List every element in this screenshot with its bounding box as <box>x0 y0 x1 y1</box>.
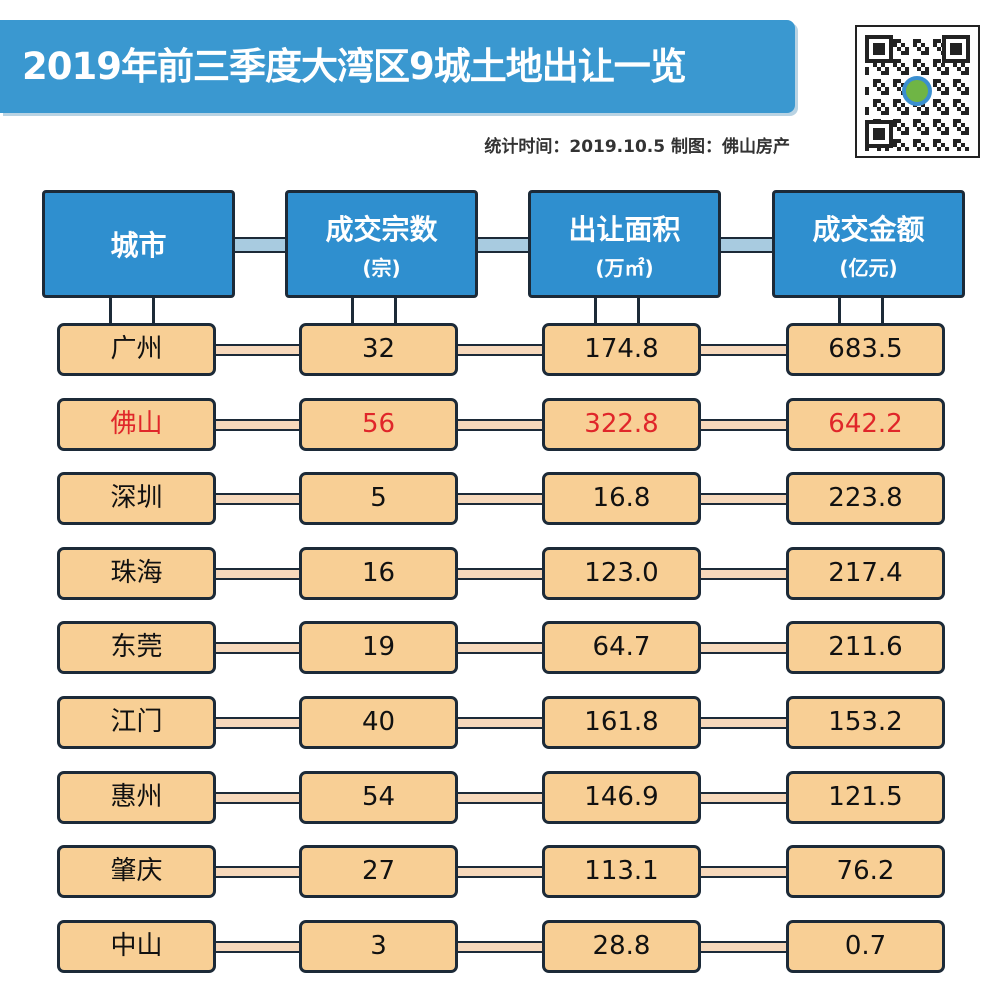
value-cell: 54 <box>299 770 458 824</box>
header-stem <box>881 298 884 323</box>
header-stem <box>838 298 841 323</box>
city-cell: 东莞 <box>57 621 216 675</box>
row-connector <box>458 642 542 655</box>
header-connector <box>478 237 528 253</box>
column-header-unit: (宗) <box>362 255 401 280</box>
row-connector <box>458 791 542 804</box>
row-connector <box>458 344 542 356</box>
city-cell: 肇庆 <box>57 845 216 899</box>
column-header-label: 成交金额 <box>812 212 925 246</box>
value-cell: 153.2 <box>786 696 945 749</box>
row-connector <box>216 866 299 879</box>
header-stem <box>109 298 112 323</box>
column-header: 成交金额 (亿元) <box>772 190 965 298</box>
column-header: 成交宗数 (宗) <box>285 190 478 298</box>
city-cell: 深圳 <box>57 472 216 526</box>
value-cell: 211.6 <box>786 621 945 675</box>
value-cell: 16.8 <box>542 472 701 526</box>
row-connector <box>216 493 299 506</box>
row-connector <box>216 567 299 580</box>
value-cell: 56 <box>299 397 458 451</box>
row-connector <box>216 940 299 953</box>
page-title: 2019年前三季度大湾区9城土地出让一览 <box>22 45 687 88</box>
city-cell: 广州 <box>57 323 216 376</box>
row-connector <box>458 567 542 580</box>
value-cell: 28.8 <box>542 919 701 973</box>
row-connector <box>701 642 786 655</box>
row-connector <box>701 791 786 804</box>
value-cell: 32 <box>299 323 458 376</box>
value-cell: 76.2 <box>786 845 945 899</box>
row-connector <box>216 791 299 804</box>
row-connector <box>701 866 786 879</box>
row-connector <box>458 866 542 879</box>
title-bar: 2019年前三季度大湾区9城土地出让一览 <box>0 20 795 113</box>
row-connector <box>216 418 299 431</box>
column-header: 出让面积 (万㎡) <box>528 190 721 298</box>
header-stem <box>351 298 354 323</box>
value-cell: 161.8 <box>542 696 701 749</box>
qr-code-icon <box>855 25 980 158</box>
value-cell: 27 <box>299 845 458 899</box>
value-cell: 123.0 <box>542 546 701 600</box>
value-cell: 642.2 <box>786 397 945 451</box>
row-connector <box>701 493 786 506</box>
column-header: 城市 <box>42 190 235 298</box>
value-cell: 19 <box>299 621 458 675</box>
header-connector <box>721 237 772 253</box>
subtitle: 统计时间：2019.10.5 制图：佛山房产 <box>484 137 790 157</box>
column-header-unit: (万㎡) <box>595 255 654 280</box>
value-cell: 174.8 <box>542 323 701 376</box>
value-cell: 5 <box>299 472 458 526</box>
value-cell: 121.5 <box>786 770 945 824</box>
city-cell: 珠海 <box>57 546 216 600</box>
value-cell: 322.8 <box>542 397 701 451</box>
row-connector <box>216 642 299 655</box>
value-cell: 113.1 <box>542 845 701 899</box>
value-cell: 40 <box>299 696 458 749</box>
city-cell: 惠州 <box>57 770 216 824</box>
city-cell: 中山 <box>57 919 216 973</box>
row-connector <box>701 567 786 580</box>
row-connector <box>701 717 786 729</box>
header-stem <box>637 298 640 323</box>
header-stem <box>594 298 597 323</box>
value-cell: 146.9 <box>542 770 701 824</box>
city-cell: 江门 <box>57 696 216 749</box>
row-connector <box>701 418 786 431</box>
row-connector <box>701 940 786 953</box>
row-connector <box>216 717 299 729</box>
column-header-label: 出让面积 <box>568 212 681 246</box>
value-cell: 223.8 <box>786 472 945 526</box>
header-stem <box>152 298 155 323</box>
value-cell: 683.5 <box>786 323 945 376</box>
value-cell: 0.7 <box>786 919 945 973</box>
row-connector <box>458 717 542 729</box>
row-connector <box>458 418 542 431</box>
city-cell: 佛山 <box>57 397 216 451</box>
value-cell: 16 <box>299 546 458 600</box>
column-header-label: 成交宗数 <box>325 212 438 246</box>
value-cell: 3 <box>299 919 458 973</box>
header-stem <box>394 298 397 323</box>
row-connector <box>458 940 542 953</box>
row-connector <box>458 493 542 506</box>
value-cell: 64.7 <box>542 621 701 675</box>
value-cell: 217.4 <box>786 546 945 600</box>
row-connector <box>701 344 786 356</box>
column-header-label: 城市 <box>110 229 167 262</box>
row-connector <box>216 344 299 356</box>
column-header-unit: (亿元) <box>839 255 898 280</box>
header-connector <box>235 237 285 253</box>
